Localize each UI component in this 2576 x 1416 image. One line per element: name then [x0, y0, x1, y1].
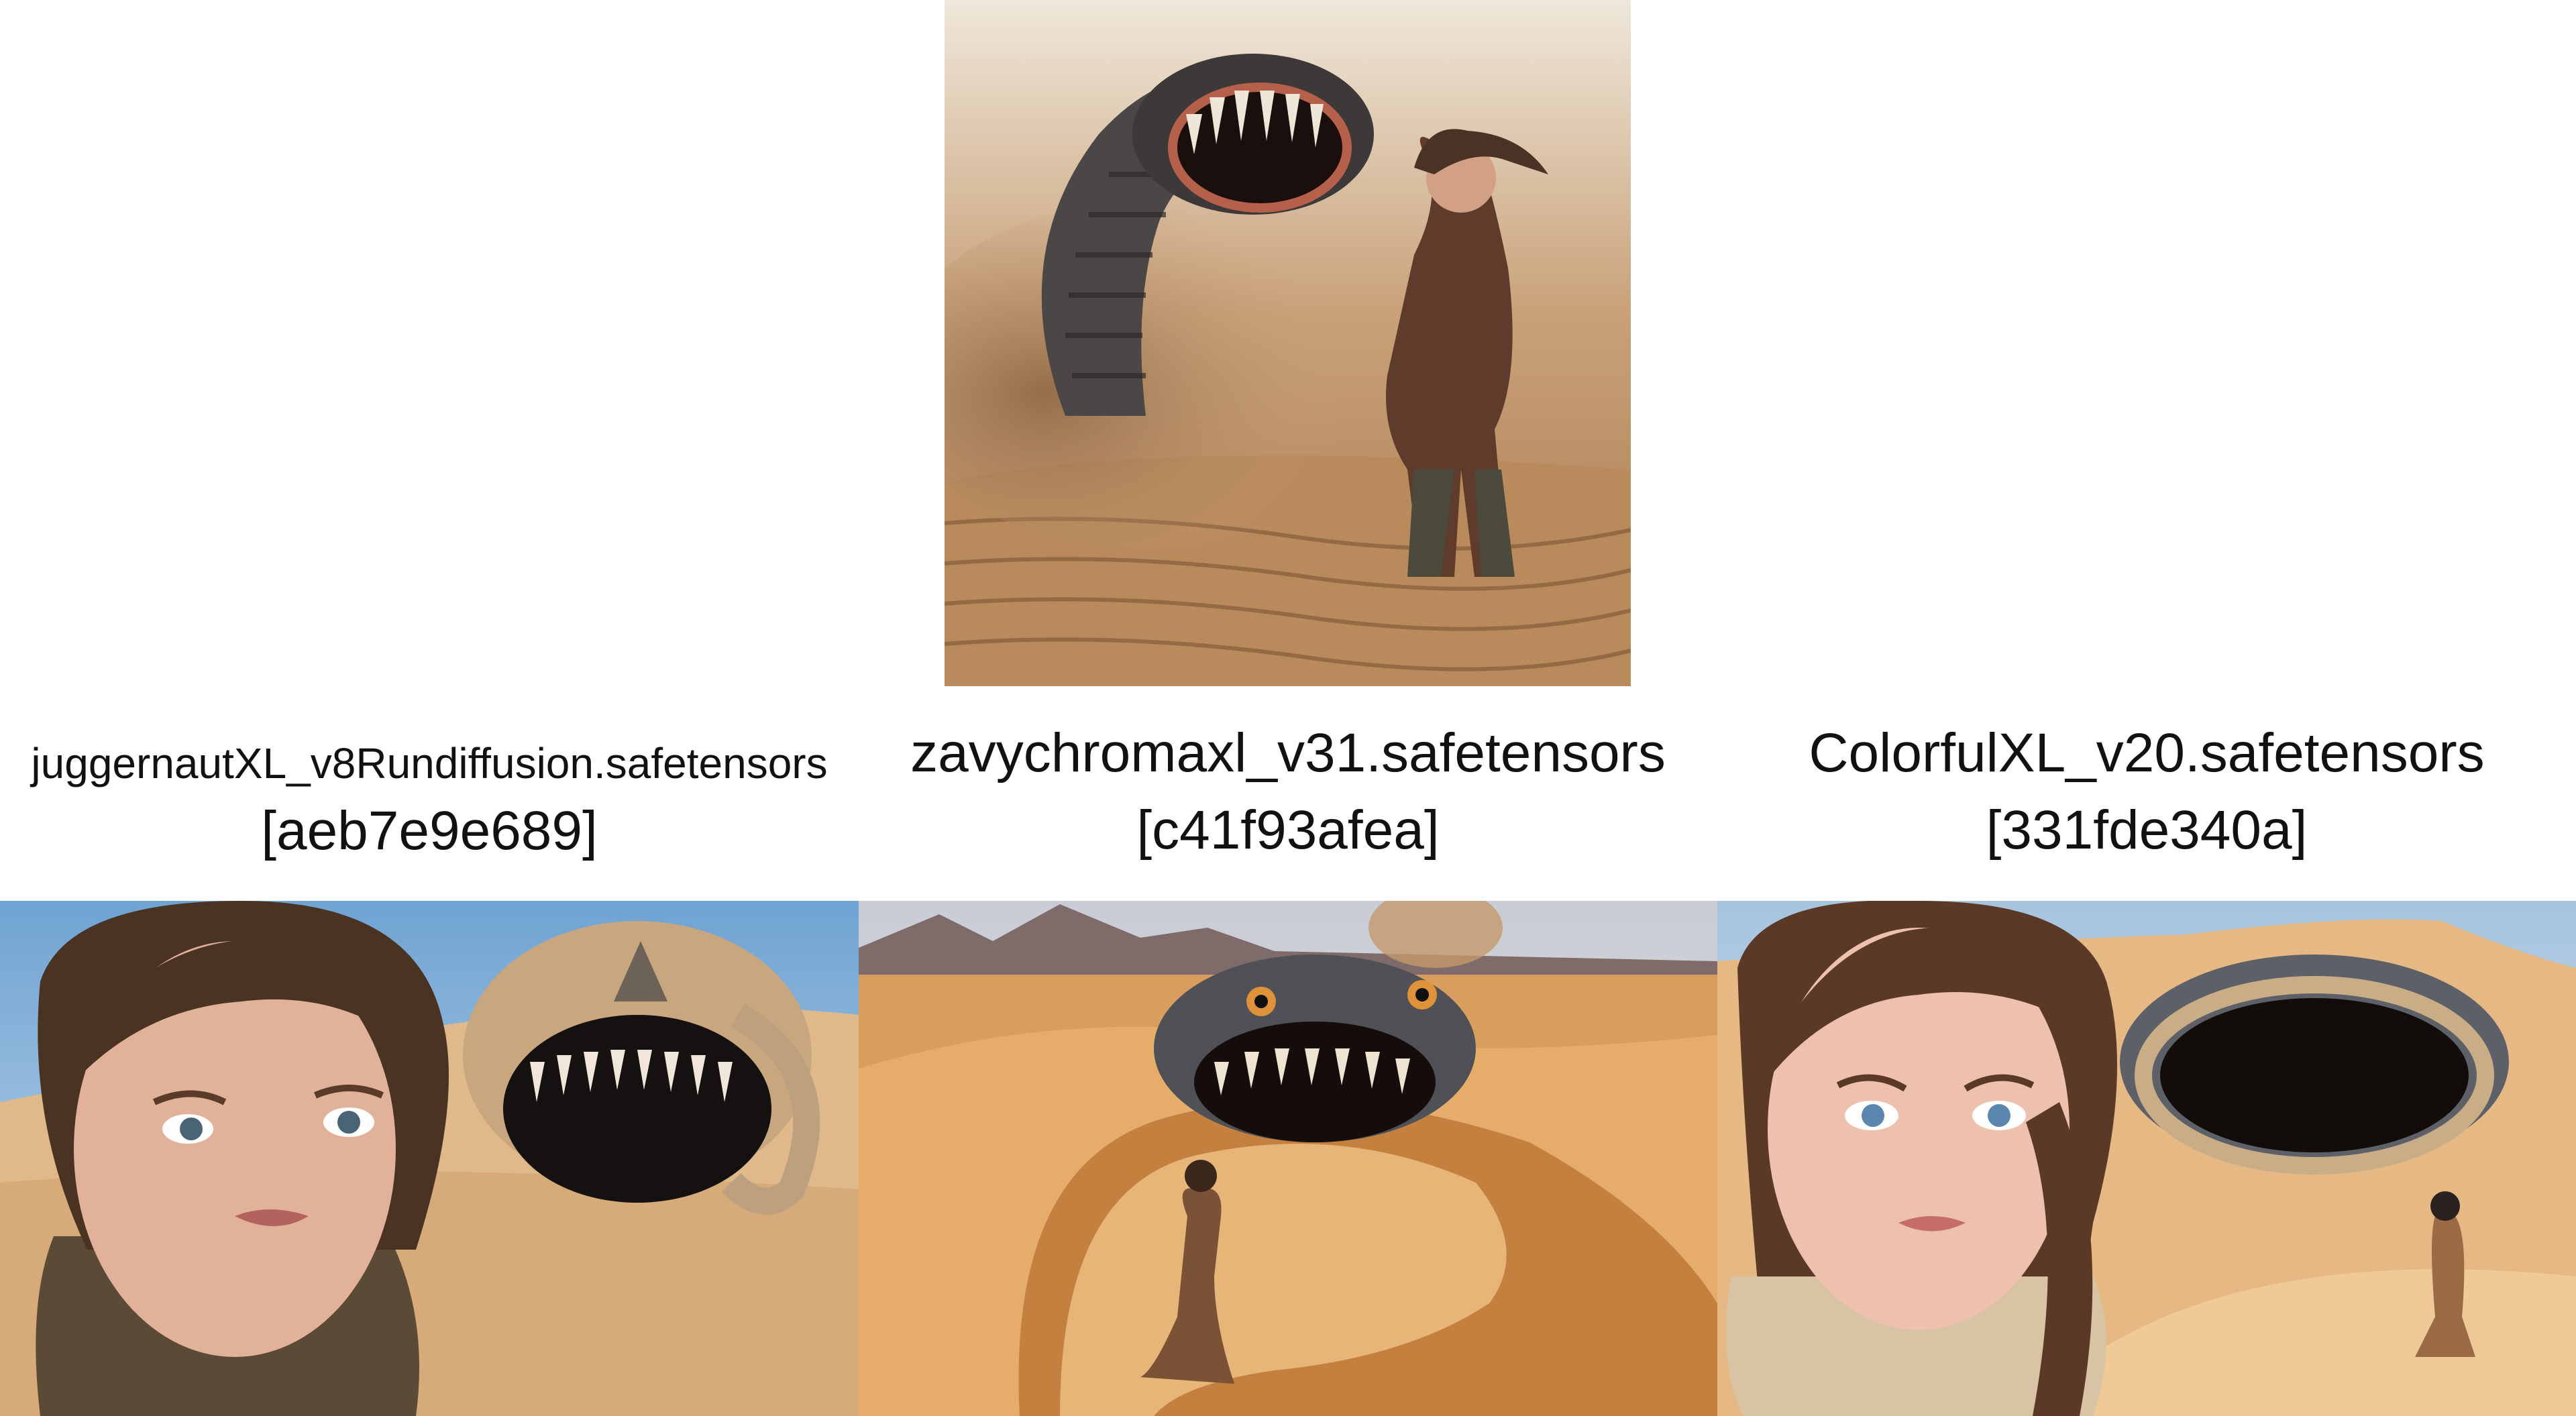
grid-image-juggernautxl [0, 901, 859, 1416]
top-generated-image [945, 0, 1631, 686]
model-hash: [c41f93afea] [1136, 799, 1440, 861]
column-label-2: ColorfulXL_v20.safetensors [331fde340a] [1717, 719, 2576, 865]
column-label-1: zavychromaxl_v31.safetensors [c41f93afea… [859, 719, 1717, 865]
grid-image-zavychromaxl [859, 901, 1717, 1416]
model-filename: juggernautXL_v8Rundiffusion.safetensors [31, 739, 828, 787]
column-label-0: juggernautXL_v8Rundiffusion.safetensors … [0, 737, 859, 866]
model-filename: ColorfulXL_v20.safetensors [1809, 722, 2485, 783]
model-hash: [331fde340a] [1986, 799, 2308, 861]
model-filename: zavychromaxl_v31.safetensors [910, 722, 1666, 783]
grid-image-colorfulxl [1717, 901, 2576, 1416]
model-hash: [aeb7e9e689] [261, 800, 598, 861]
